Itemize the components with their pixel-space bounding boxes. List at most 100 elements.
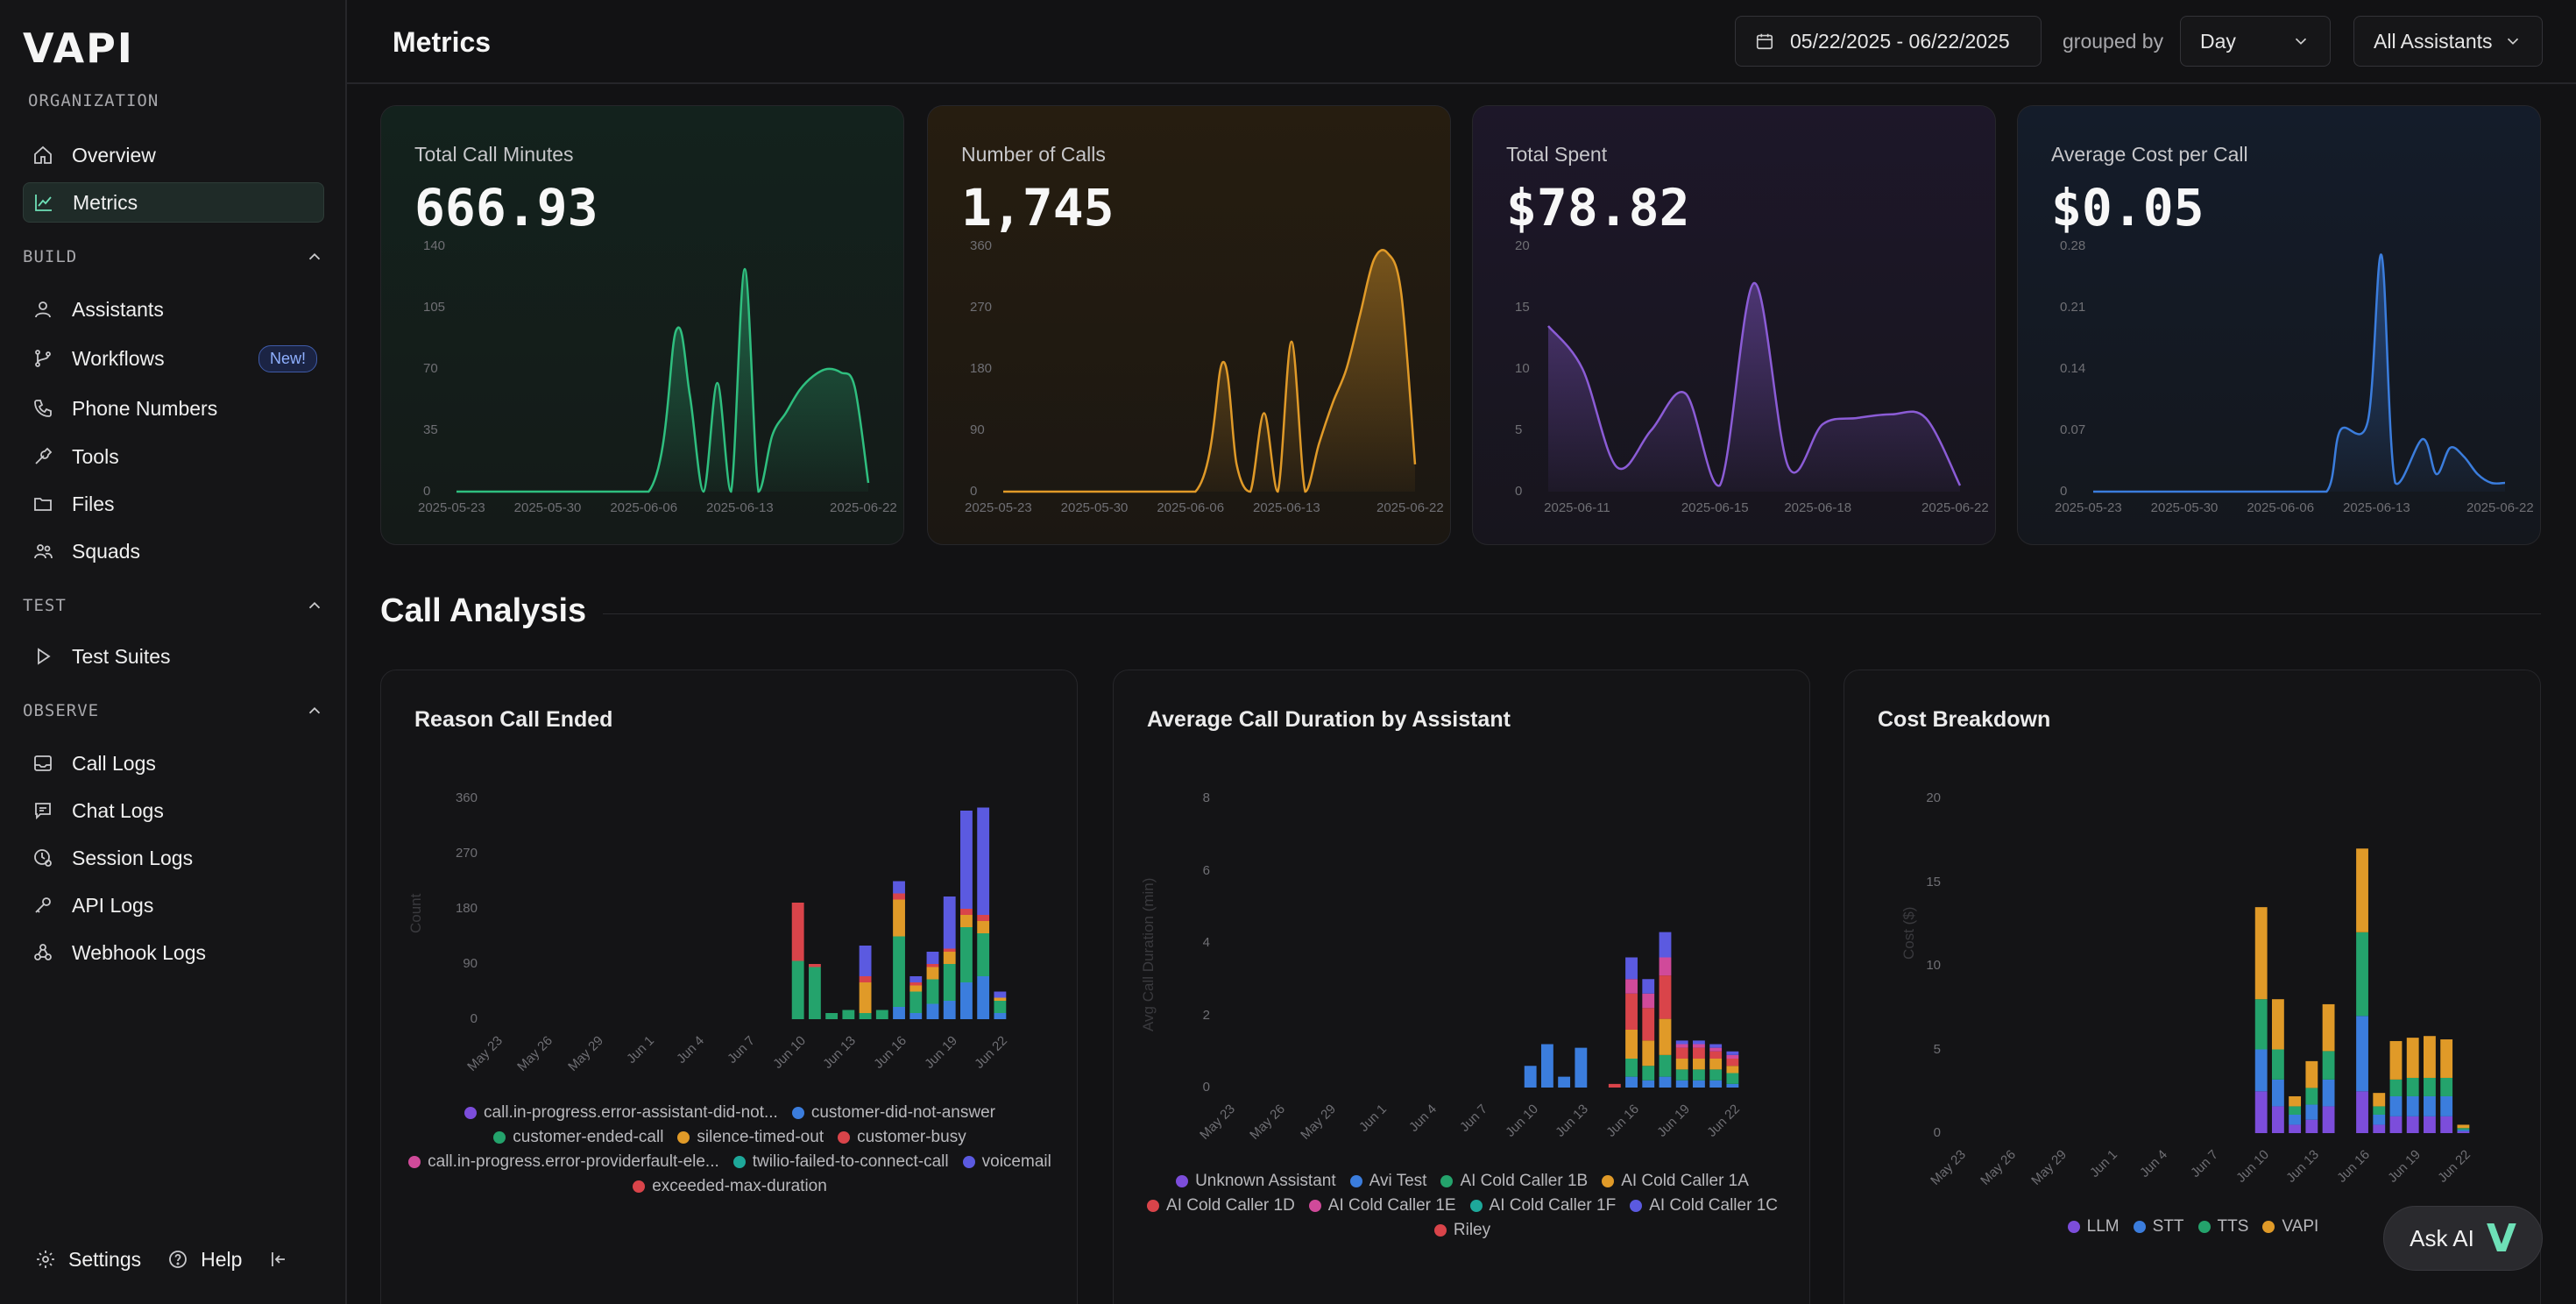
sidebar-item-squads[interactable]: Squads [23, 531, 324, 571]
bar-segment[interactable] [1726, 1083, 1739, 1088]
bar-segment[interactable] [1642, 979, 1655, 994]
bar-segment[interactable] [2440, 1039, 2453, 1078]
bar-segment[interactable] [926, 1003, 939, 1020]
bar-segment[interactable] [1524, 1066, 1537, 1088]
bar-segment[interactable] [926, 967, 939, 980]
sidebar-item-test-suites[interactable]: Test Suites [23, 636, 324, 677]
legend-item[interactable]: STT [2133, 1215, 2184, 1238]
legend-item[interactable]: twilio-failed-to-connect-call [732, 1151, 949, 1173]
legend-item[interactable]: VAPI [2262, 1215, 2318, 1238]
bar-segment[interactable] [960, 915, 973, 927]
bar-segment[interactable] [2424, 1095, 2436, 1116]
bar-segment[interactable] [2305, 1119, 2318, 1133]
bar-segment[interactable] [2373, 1114, 2386, 1125]
bar-segment[interactable] [960, 982, 973, 1019]
bar-segment[interactable] [1693, 1069, 1705, 1081]
legend-item[interactable]: AI Cold Caller 1F [1469, 1194, 1616, 1217]
bar-segment[interactable] [1675, 1080, 1688, 1088]
sidebar-item-metrics[interactable]: Metrics [23, 182, 324, 223]
bar-segment[interactable] [2457, 1128, 2470, 1130]
bar-segment[interactable] [960, 909, 973, 915]
bar-segment[interactable] [2457, 1124, 2470, 1129]
bar-segment[interactable] [2289, 1114, 2302, 1125]
bar-segment[interactable] [2271, 999, 2284, 1050]
bar-segment[interactable] [1693, 1059, 1705, 1070]
bar-segment[interactable] [1659, 1076, 1672, 1088]
bar-segment[interactable] [1693, 1047, 1705, 1059]
bar-segment[interactable] [943, 896, 956, 949]
bar-segment[interactable] [1642, 1066, 1655, 1081]
bar-segment[interactable] [893, 881, 905, 894]
bar-segment[interactable] [909, 1013, 923, 1019]
bar-segment[interactable] [2424, 1036, 2436, 1078]
bar-segment[interactable] [909, 982, 923, 986]
bar-segment[interactable] [1709, 1047, 1723, 1052]
legend-item[interactable]: Unknown Assistant [1176, 1170, 1336, 1193]
bar-segment[interactable] [825, 1013, 839, 1019]
bar-segment[interactable] [1575, 1047, 1588, 1088]
help-button[interactable]: Help [167, 1248, 242, 1272]
sidebar-item-chat-logs[interactable]: Chat Logs [23, 790, 324, 831]
bar-segment[interactable] [1693, 1040, 1705, 1045]
bar-segment[interactable] [1709, 1059, 1723, 1070]
bar-segment[interactable] [2271, 1079, 2284, 1107]
bar-segment[interactable] [909, 985, 923, 992]
bar-segment[interactable] [859, 1013, 872, 1019]
bar-segment[interactable] [977, 807, 990, 916]
bar-segment[interactable] [977, 976, 990, 1019]
test-section-header[interactable]: TEST [23, 596, 324, 615]
bar-segment[interactable] [1625, 1076, 1638, 1088]
legend-item[interactable]: AI Cold Caller 1E [1308, 1194, 1456, 1217]
bar-segment[interactable] [2373, 1093, 2386, 1107]
bar-segment[interactable] [2440, 1077, 2453, 1096]
bar-segment[interactable] [977, 921, 990, 933]
sidebar-item-workflows[interactable]: Workflows New! [23, 338, 324, 379]
bar-segment[interactable] [1625, 1030, 1638, 1059]
bar-segment[interactable] [2389, 1095, 2403, 1116]
bar-segment[interactable] [2406, 1116, 2419, 1133]
bar-segment[interactable] [2406, 1077, 2419, 1096]
bar-segment[interactable] [859, 982, 872, 1013]
legend-item[interactable]: Riley [1433, 1219, 1490, 1242]
bar-segment[interactable] [1642, 993, 1655, 1009]
bar-segment[interactable] [2356, 1016, 2368, 1092]
bar-segment[interactable] [909, 976, 923, 982]
bar-segment[interactable] [1625, 1059, 1638, 1077]
sidebar-item-assistants[interactable]: Assistants [23, 289, 324, 330]
bar-segment[interactable] [943, 948, 956, 953]
bar-segment[interactable] [2289, 1095, 2302, 1107]
bar-segment[interactable] [2389, 1040, 2403, 1080]
bar-segment[interactable] [1659, 1054, 1672, 1077]
date-range-picker[interactable]: 05/22/2025 - 06/22/2025 [1735, 16, 2042, 67]
bar-segment[interactable] [926, 979, 939, 1004]
bar-segment[interactable] [2254, 1049, 2268, 1092]
bar-segment[interactable] [926, 964, 939, 967]
bar-segment[interactable] [994, 997, 1007, 1002]
legend-item[interactable]: AI Cold Caller 1B [1440, 1170, 1588, 1193]
bar-segment[interactable] [1675, 1044, 1688, 1048]
bar-segment[interactable] [1625, 979, 1638, 994]
bar-segment[interactable] [1659, 932, 1672, 958]
bar-segment[interactable] [893, 936, 905, 1008]
bar-segment[interactable] [2254, 999, 2268, 1050]
bar-segment[interactable] [1625, 993, 1638, 1030]
legend-item[interactable]: voicemail [962, 1151, 1051, 1173]
sidebar-item-tools[interactable]: Tools [23, 436, 324, 477]
bar-segment[interactable] [859, 976, 872, 982]
bar-segment[interactable] [1625, 957, 1638, 980]
bar-segment[interactable] [1659, 975, 1672, 1019]
bar-segment[interactable] [859, 946, 872, 976]
legend-item[interactable]: LLM [2067, 1215, 2120, 1238]
bar-segment[interactable] [960, 927, 973, 982]
collapse-sidebar-button[interactable] [268, 1249, 301, 1270]
bar-segment[interactable] [1726, 1073, 1739, 1084]
vapi-logo[interactable]: VAPI [23, 25, 134, 72]
bar-segment[interactable] [943, 1001, 956, 1019]
bar-segment[interactable] [2406, 1038, 2419, 1078]
legend-item[interactable]: call.in-progress.error-providerfault-ele… [408, 1151, 719, 1173]
bar-segment[interactable] [2254, 907, 2268, 1000]
bar-segment[interactable] [1709, 1044, 1723, 1048]
bar-segment[interactable] [893, 899, 905, 937]
bar-segment[interactable] [1608, 1083, 1621, 1088]
bar-segment[interactable] [2271, 1049, 2284, 1080]
